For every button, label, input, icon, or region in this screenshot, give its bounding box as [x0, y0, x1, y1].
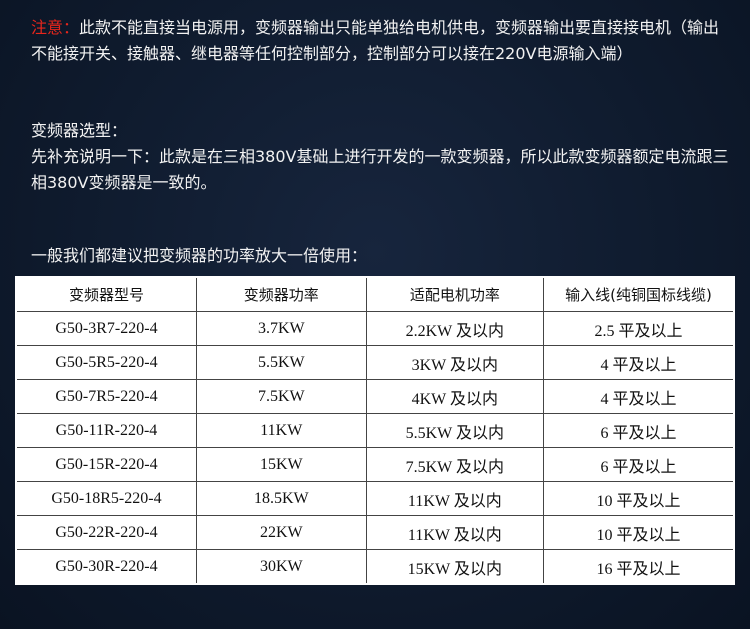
selection-section: 变频器选型： 先补充说明一下：此款是在三相380V基础上进行开发的一款变频器，所… — [31, 118, 731, 196]
table-cell: 4 平及以上 — [543, 345, 735, 380]
table-cell: 3KW 及以内 — [365, 345, 545, 380]
table-row: G50-22R-220-4 22KW 11KW 及以内 10 平及以上 — [15, 515, 735, 550]
table-cell: 4KW 及以内 — [365, 379, 545, 414]
column-header: 输入线(纯铜国标线缆) — [543, 276, 735, 312]
column-header: 适配电机功率 — [365, 276, 545, 312]
table-row: G50-7R5-220-4 7.5KW 4KW 及以内 4 平及以上 — [15, 379, 735, 414]
table-cell: 5.5KW — [195, 345, 367, 380]
table-cell: G50-30R-220-4 — [15, 549, 197, 585]
table-cell: G50-15R-220-4 — [15, 447, 197, 482]
table-header: 变频器型号 变频器功率 适配电机功率 输入线(纯铜国标线缆) — [15, 276, 735, 312]
warning-note: 注意：此款不能直接当电源用，变频器输出只能单独给电机供电，变频器输出要直接接电机… — [31, 15, 731, 67]
table-cell: 5.5KW 及以内 — [365, 413, 545, 448]
warning-label: 注意： — [31, 18, 80, 37]
table-cell: 4 平及以上 — [543, 379, 735, 414]
table-cell: 6 平及以上 — [543, 413, 735, 448]
table-row: G50-18R5-220-4 18.5KW 11KW 及以内 10 平及以上 — [15, 481, 735, 516]
table-cell: 11KW 及以内 — [365, 515, 545, 550]
column-header: 变频器型号 — [15, 276, 197, 312]
table-row: G50-5R5-220-4 5.5KW 3KW 及以内 4 平及以上 — [15, 345, 735, 380]
table-cell: G50-11R-220-4 — [15, 413, 197, 448]
table-cell: 30KW — [195, 549, 367, 585]
table-cell: 6 平及以上 — [543, 447, 735, 482]
table-cell: 15KW — [195, 447, 367, 482]
table-cell: G50-3R7-220-4 — [15, 311, 197, 346]
selection-title: 变频器选型： — [31, 121, 128, 140]
table-row: G50-3R7-220-4 3.7KW 2.2KW 及以内 2.5 平及以上 — [15, 311, 735, 346]
table-cell: 10 平及以上 — [543, 481, 735, 516]
table-row: G50-11R-220-4 11KW 5.5KW 及以内 6 平及以上 — [15, 413, 735, 448]
table-cell: 22KW — [195, 515, 367, 550]
table-cell: 2.5 平及以上 — [543, 311, 735, 346]
table-cell: 15KW 及以内 — [365, 549, 545, 585]
table-cell: 10 平及以上 — [543, 515, 735, 550]
table-cell: 3.7KW — [195, 311, 367, 346]
table-cell: 18.5KW — [195, 481, 367, 516]
table-cell: 11KW — [195, 413, 367, 448]
table-cell: 7.5KW — [195, 379, 367, 414]
advice-text: 一般我们都建议把变频器的功率放大一倍使用： — [31, 246, 368, 265]
column-header: 变频器功率 — [195, 276, 367, 312]
table-cell: 11KW 及以内 — [365, 481, 545, 516]
table-cell: G50-18R5-220-4 — [15, 481, 197, 516]
table-row: G50-15R-220-4 15KW 7.5KW 及以内 6 平及以上 — [15, 447, 735, 482]
table-cell: 2.2KW 及以内 — [365, 311, 545, 346]
table-cell: 7.5KW 及以内 — [365, 447, 545, 482]
table-cell: G50-7R5-220-4 — [15, 379, 197, 414]
warning-text: 此款不能直接当电源用，变频器输出只能单独给电机供电，变频器输出要直接接电机（输出… — [31, 18, 720, 63]
selection-text: 先补充说明一下：此款是在三相380V基础上进行开发的一款变频器，所以此款变频器额… — [31, 147, 729, 192]
table-row: G50-30R-220-4 30KW 15KW 及以内 16 平及以上 — [15, 549, 735, 585]
table-cell: 16 平及以上 — [543, 549, 735, 585]
table-cell: G50-5R5-220-4 — [15, 345, 197, 380]
spec-table: 变频器型号 变频器功率 适配电机功率 输入线(纯铜国标线缆) G50-3R7-220-… — [15, 276, 735, 585]
table-cell: G50-22R-220-4 — [15, 515, 197, 550]
